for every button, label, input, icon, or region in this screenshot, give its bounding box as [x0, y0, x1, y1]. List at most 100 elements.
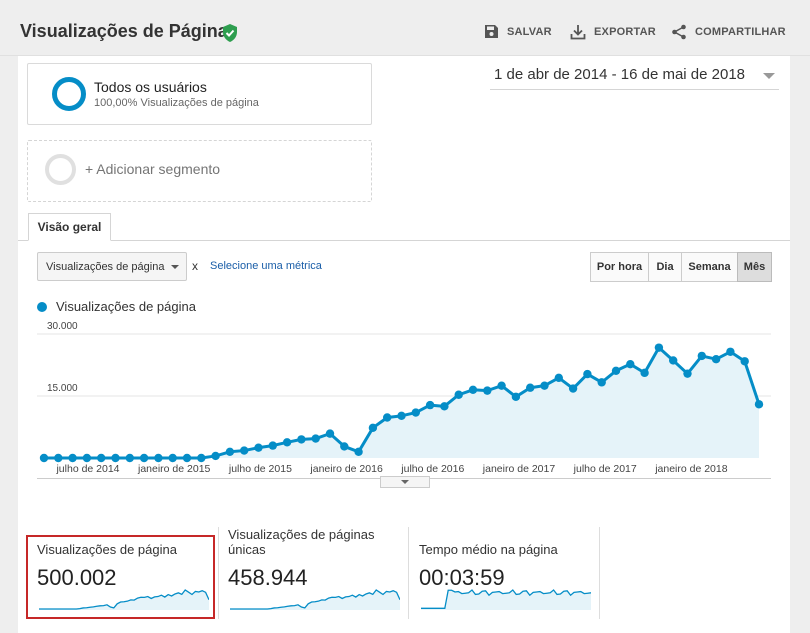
data-point [669, 356, 678, 365]
page-gutter-right [790, 56, 810, 633]
legend-marker [37, 302, 47, 312]
data-point [697, 351, 706, 361]
export-button[interactable]: EXPORTAR [570, 24, 656, 40]
scorecard-pageviews-label: Visualizações de página [37, 542, 177, 557]
data-point [68, 453, 77, 463]
segment-title: Todos os usuários [94, 79, 207, 95]
data-point [139, 453, 149, 463]
granularity-month-button[interactable]: Mês [737, 252, 772, 282]
data-point [454, 390, 463, 399]
date-range-label: 1 de abr de 2014 - 16 de mai de 2018 [494, 66, 746, 83]
x-tick-label: janeiro de 2015 [137, 463, 211, 475]
data-point [125, 453, 134, 463]
data-point [511, 392, 521, 402]
x-tick-label: julho de 2016 [400, 463, 464, 475]
granularity-hour-button[interactable]: Por hora [590, 252, 649, 282]
add-segment-button[interactable]: + Adicionar segmento [27, 140, 372, 202]
download-icon [570, 25, 586, 40]
avg-time-spark-area [421, 590, 591, 610]
granularity-day-button[interactable]: Dia [648, 252, 682, 282]
line-chart: 30.000 15.000 julho de 2014 janeiro de 2015… [37, 320, 777, 480]
data-point [54, 453, 63, 463]
share-label: COMPARTILHAR [695, 26, 786, 38]
chart-svg: 30.000 15.000 julho de 2014 janeiro de 2015… [37, 321, 771, 475]
data-point [683, 369, 692, 378]
scorecard-unique-label-line2: únicas [228, 542, 266, 557]
y-tick-label: 15.000 [47, 383, 78, 394]
x-tick-label: julho de 2015 [228, 463, 292, 475]
data-point [626, 359, 635, 369]
pageviews-spark-area [39, 590, 209, 610]
save-icon [485, 25, 498, 38]
metric-separator: x [192, 259, 198, 273]
scorecard-divider [218, 527, 219, 619]
scorecard-unique-pageviews-label: Visualizações de páginas únicas [228, 527, 374, 557]
verified-shield-icon [223, 24, 237, 42]
share-button[interactable]: COMPARTILHAR [671, 24, 786, 40]
data-point [111, 453, 120, 463]
data-point [468, 385, 478, 394]
data-point [182, 453, 192, 463]
scorecard-unique-label-line1: Visualizações de páginas [228, 527, 375, 542]
dropdown-arrow-icon [171, 265, 179, 269]
data-point [497, 381, 506, 390]
x-tick-label: julho de 2014 [55, 463, 119, 475]
data-point [711, 355, 721, 364]
data-point [297, 435, 306, 444]
data-point [154, 453, 163, 463]
data-point [39, 453, 49, 463]
data-point [82, 453, 92, 463]
select-metric-link[interactable]: Selecione uma métrica [210, 260, 322, 272]
add-segment-label: + Adicionar segmento [85, 161, 221, 177]
data-point [197, 453, 206, 463]
data-point [611, 366, 621, 375]
save-button[interactable]: SALVAR [484, 24, 552, 39]
data-point [368, 423, 378, 433]
avg-time-spark-line [421, 589, 591, 609]
data-point [654, 343, 664, 352]
x-tick-label: janeiro de 2018 [654, 463, 728, 475]
share-icon [672, 24, 686, 40]
pageviews-spark-line [39, 589, 209, 610]
legend-label: Visualizações de página [56, 299, 196, 314]
data-point [211, 451, 220, 461]
y-tick-label: 30.000 [47, 321, 78, 332]
data-point [225, 447, 235, 456]
data-point [640, 368, 649, 378]
scorecard-divider [408, 527, 409, 619]
data-point [754, 400, 764, 409]
chart-collapse-button[interactable] [380, 476, 430, 488]
metric-select[interactable]: Visualizações de página [37, 252, 187, 281]
data-point [254, 443, 263, 452]
data-point [526, 383, 535, 392]
granularity-week-button[interactable]: Semana [681, 252, 738, 282]
empty-segment-ring-icon [45, 154, 76, 185]
x-tick-label: janeiro de 2017 [482, 463, 556, 475]
data-point [383, 413, 392, 422]
page-gutter-left [0, 56, 18, 633]
tab-divider [18, 240, 790, 241]
scorecard-pageviews-sparkline [39, 589, 209, 610]
data-point [240, 446, 249, 455]
scorecard-avg-time-label: Tempo médio na página [419, 542, 558, 557]
data-point [97, 453, 106, 463]
collapse-arrow-icon [401, 480, 409, 484]
data-point [425, 400, 435, 410]
x-tick-label: julho de 2017 [573, 463, 637, 475]
data-point [311, 434, 320, 443]
data-point [354, 447, 363, 456]
tab-overview[interactable]: Visão geral [28, 213, 111, 241]
data-point [554, 373, 563, 383]
scorecard-avg-time-value: 00:03:59 [419, 565, 505, 590]
unique-pageviews-spark-area [230, 590, 400, 610]
date-range-picker[interactable]: 1 de abr de 2014 - 16 de mai de 2018 [490, 66, 779, 90]
scorecard-selected-frame [26, 535, 215, 619]
data-point [740, 357, 749, 366]
scorecard-unique-pageviews-sparkline [230, 589, 400, 610]
series-area [44, 347, 759, 458]
segment-ring-icon [52, 77, 86, 111]
segment-all-users[interactable]: Todos os usuários 100,00% Visualizações … [27, 63, 372, 125]
data-point [597, 378, 606, 387]
page-title: Visualizações de Página [20, 21, 228, 41]
segment-subtitle: 100,00% Visualizações de página [94, 97, 259, 109]
